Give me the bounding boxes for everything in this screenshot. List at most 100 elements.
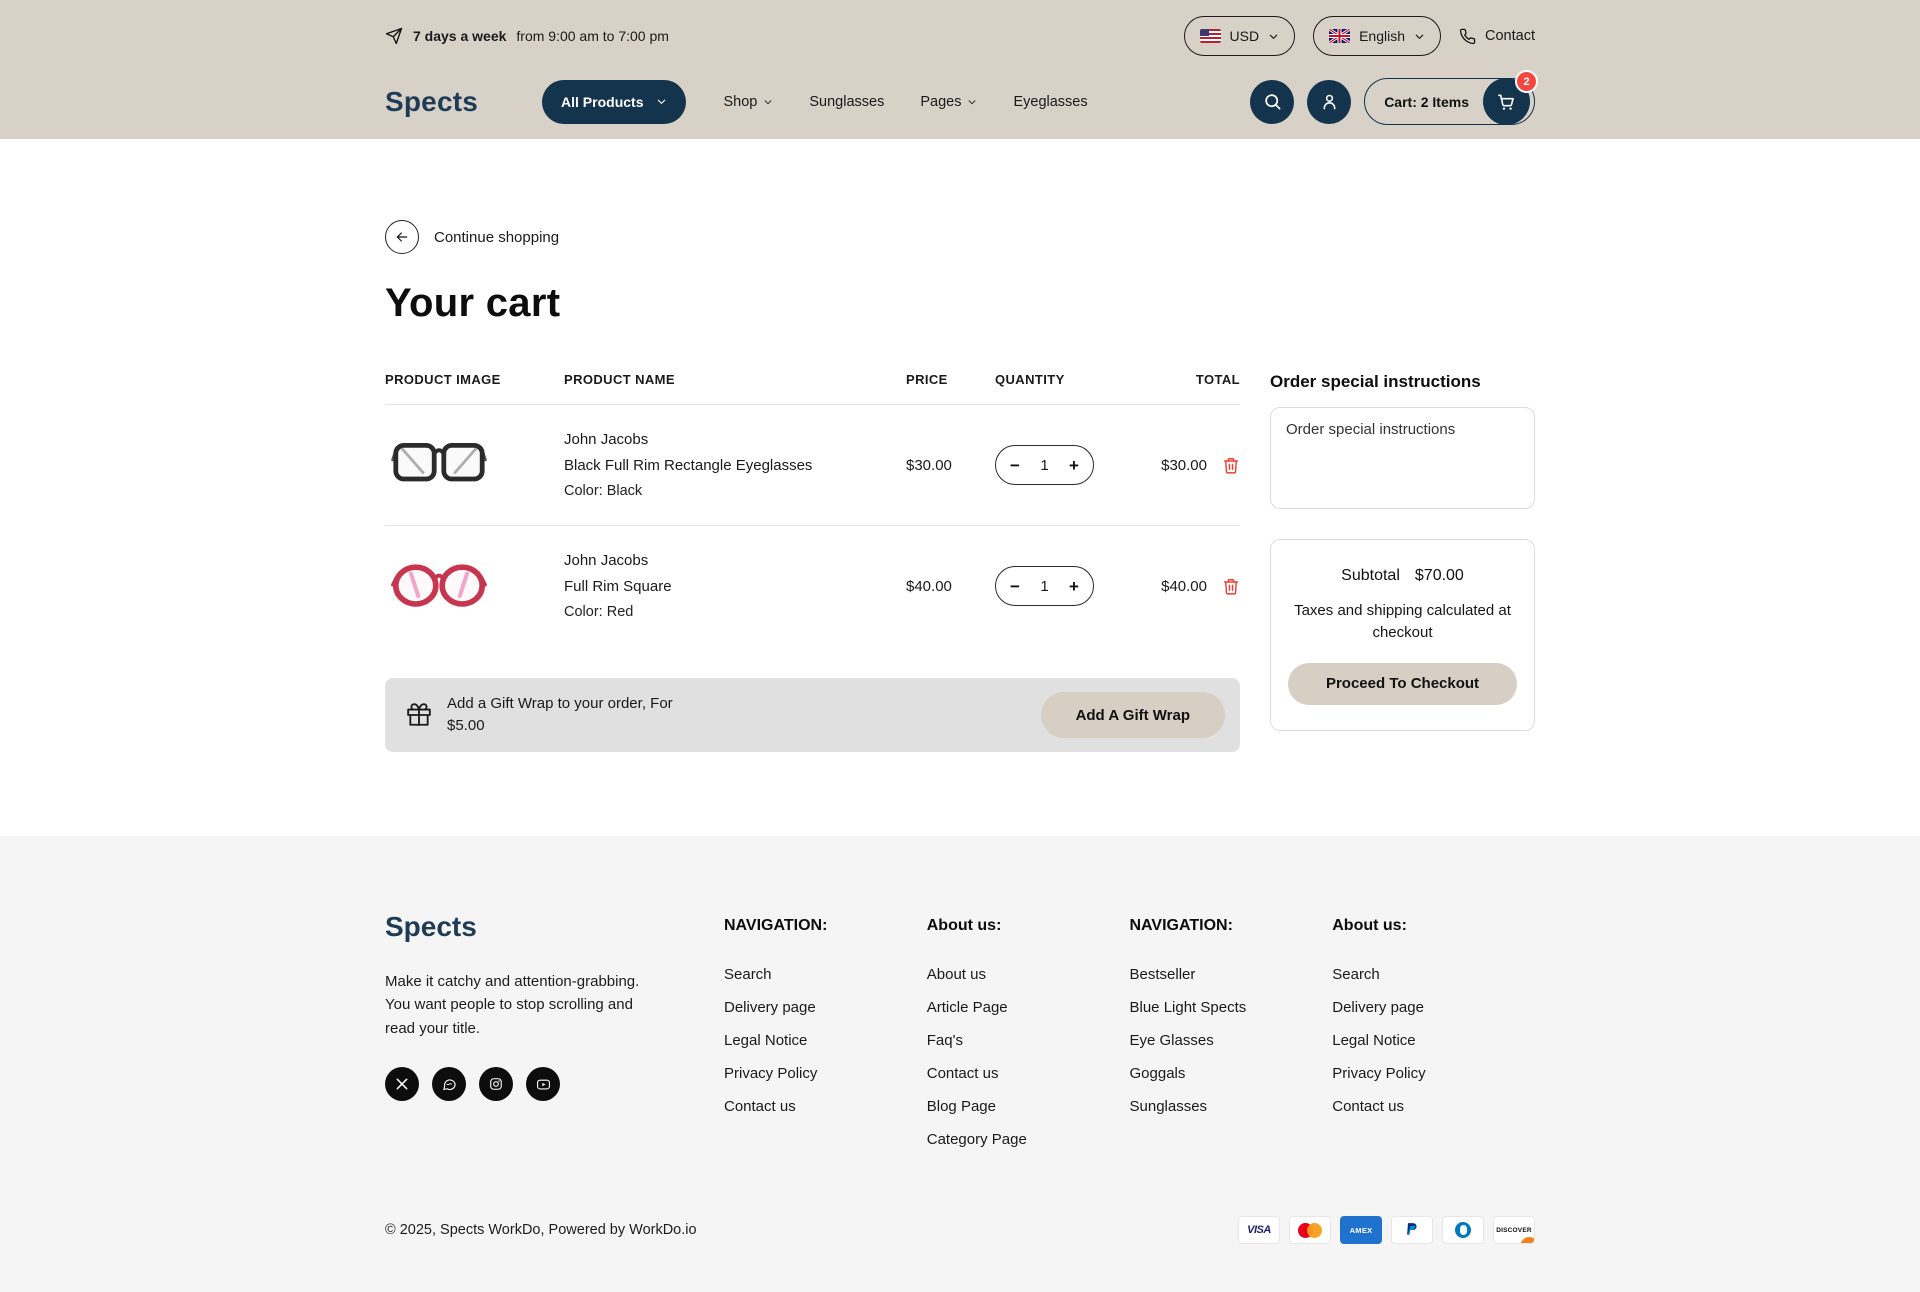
footer-link-blog-page[interactable]: Blog Page [926, 1098, 996, 1115]
account-button[interactable] [1307, 79, 1352, 124]
nav-item-shop[interactable]: Shop [724, 94, 774, 110]
footer-link-contact-us[interactable]: Contact us [926, 1065, 999, 1082]
nav-item-eyeglasses[interactable]: Eyeglasses [1013, 94, 1087, 110]
search-icon [1264, 94, 1281, 110]
contact-label: Contact [1485, 28, 1535, 44]
product-info: John Jacobs Full Rim Square Color: Red [564, 552, 906, 620]
contact-link[interactable]: Contact [1459, 28, 1535, 45]
quantity-decrease-button[interactable]: − [1002, 449, 1028, 481]
footer-link-contact-us[interactable]: Contact us [1332, 1098, 1404, 1115]
cart-label: Cart: 2 Items [1384, 93, 1469, 110]
nav-label: Pages [920, 93, 962, 110]
footer-link-privacy-policy[interactable]: Privacy Policy [1332, 1065, 1426, 1082]
footer-link-blue-light-spects[interactable]: Blue Light Spects [1129, 999, 1247, 1016]
remove-item-button[interactable] [1222, 577, 1240, 596]
footer-logo[interactable]: Spects [385, 911, 477, 942]
footer-link-goggals[interactable]: Goggals [1129, 1065, 1186, 1082]
opening-hours: 7 days a week from 9:00 am to 7:00 pm [385, 27, 669, 45]
column-header-product-image: PRODUCT IMAGE [385, 372, 501, 387]
footer-link-eye-glasses[interactable]: Eye Glasses [1129, 1032, 1214, 1049]
footer-link-category-page[interactable]: Category Page [926, 1131, 1027, 1148]
cart-button[interactable]: Cart: 2 Items 2 [1364, 70, 1538, 125]
special-instructions-input[interactable] [1270, 407, 1535, 509]
phone-icon [1459, 28, 1476, 45]
footer-about-column-2: About us: Search Delivery page Legal Not… [1332, 911, 1535, 1164]
youtube-social-button[interactable] [526, 1067, 560, 1102]
site-footer: Spects Make it catchy and attention-grab… [0, 836, 1920, 1292]
hours-days: 7 days a week [413, 28, 507, 44]
nav-label: Eyeglasses [1013, 93, 1088, 110]
gift-wrap-price: $5.00 [447, 717, 485, 734]
instagram-icon [490, 1078, 502, 1090]
header-actions: Cart: 2 Items 2 [1250, 70, 1538, 125]
gift-icon [406, 702, 432, 728]
proceed-to-checkout-button[interactable]: Proceed To Checkout [1288, 662, 1517, 705]
nav-item-sunglasses[interactable]: Sunglasses [809, 94, 884, 110]
chat-social-button[interactable] [432, 1067, 466, 1102]
special-instructions-title: Order special instructions [1270, 372, 1481, 391]
product-brand: John Jacobs [564, 552, 649, 569]
quantity-decrease-button[interactable]: − [1002, 570, 1028, 602]
cart-item-row: John Jacobs Full Rim Square Color: Red $… [385, 526, 1240, 646]
footer-column-title: NAVIGATION: [724, 917, 828, 934]
mastercard-icon [1289, 1216, 1331, 1244]
footer-link-contact-us[interactable]: Contact us [724, 1098, 796, 1115]
column-header-price: PRICE [906, 372, 948, 387]
line-total-cell: $30.00 [1094, 456, 1240, 475]
product-name-link[interactable]: Full Rim Square [564, 578, 672, 595]
social-links [385, 1067, 724, 1102]
footer-link-about-us[interactable]: About us [926, 966, 986, 983]
quantity-increase-button[interactable]: + [1061, 449, 1087, 481]
nav-item-pages[interactable]: Pages [920, 94, 977, 110]
footer-link-search[interactable]: Search [724, 966, 772, 983]
gift-wrap-line1: Add a Gift Wrap to your order, For [447, 695, 673, 713]
uk-flag-icon [1329, 29, 1351, 43]
currency-selector[interactable]: USD [1183, 16, 1296, 56]
quantity-increase-button[interactable]: + [1061, 570, 1087, 602]
continue-shopping-label: Continue shopping [434, 228, 560, 246]
site-logo[interactable]: Spects [385, 85, 479, 117]
product-color: Color: Black [564, 483, 906, 499]
search-button[interactable] [1250, 79, 1295, 124]
footer-link-search[interactable]: Search [1332, 966, 1380, 983]
paypal-icon [1391, 1216, 1433, 1244]
x-social-button[interactable] [385, 1067, 419, 1102]
column-header-product-name: PRODUCT NAME [564, 372, 675, 387]
visa-icon: VISA [1238, 1216, 1280, 1244]
color-value: Red [606, 604, 634, 620]
footer-link-legal-notice[interactable]: Legal Notice [1332, 1032, 1416, 1049]
youtube-icon [536, 1079, 550, 1090]
all-products-label: All Products [561, 93, 644, 110]
continue-shopping-link[interactable]: Continue shopping [385, 220, 559, 254]
footer-link-privacy-policy[interactable]: Privacy Policy [724, 1065, 818, 1082]
gift-wrap-text: Add a Gift Wrap to your order, For $5.00 [447, 693, 673, 737]
footer-link-sunglasses[interactable]: Sunglasses [1129, 1098, 1208, 1115]
footer-link-article-page[interactable]: Article Page [926, 999, 1008, 1016]
cart-table: PRODUCT IMAGE PRODUCT NAME PRICE QUANTIT… [385, 372, 1240, 752]
chat-bubble-icon [442, 1079, 456, 1090]
color-value: Black [606, 483, 643, 499]
product-price: $30.00 [906, 456, 952, 474]
footer-link-delivery-page[interactable]: Delivery page [724, 999, 816, 1016]
quantity-value: 1 [1040, 456, 1049, 474]
footer-nav-column-2: NAVIGATION: Bestseller Blue Light Spects… [1130, 911, 1333, 1164]
site-header: 7 days a week from 9:00 am to 7:00 pm US… [0, 0, 1920, 139]
payment-methods: VISA AMEX DISCOVER [1238, 1216, 1535, 1244]
copyright: © 2025, Spects WorkDo, Powered by WorkDo… [385, 1222, 697, 1238]
footer-link-faqs[interactable]: Faq's [926, 1032, 963, 1049]
footer-link-legal-notice[interactable]: Legal Notice [724, 1032, 808, 1049]
language-selector[interactable]: English [1313, 16, 1442, 56]
add-gift-wrap-button[interactable]: Add A Gift Wrap [1040, 692, 1225, 738]
product-name-link[interactable]: Black Full Rim Rectangle Eyeglasses [564, 457, 813, 474]
footer-link-bestseller[interactable]: Bestseller [1129, 966, 1196, 983]
instagram-social-button[interactable] [479, 1067, 513, 1102]
cart-count-badge: 2 [1515, 70, 1538, 93]
subtotal-value: $70.00 [1414, 567, 1464, 584]
top-bar: 7 days a week from 9:00 am to 7:00 pm US… [385, 0, 1535, 72]
cart-sidebar: Order special instructions Subtotal $70.… [1270, 372, 1535, 731]
subtotal-row: Subtotal $70.00 [1288, 567, 1517, 585]
footer-link-delivery-page[interactable]: Delivery page [1332, 999, 1424, 1016]
remove-item-button[interactable] [1222, 456, 1240, 475]
all-products-button[interactable]: All Products [542, 79, 686, 124]
trash-icon [1223, 457, 1239, 474]
